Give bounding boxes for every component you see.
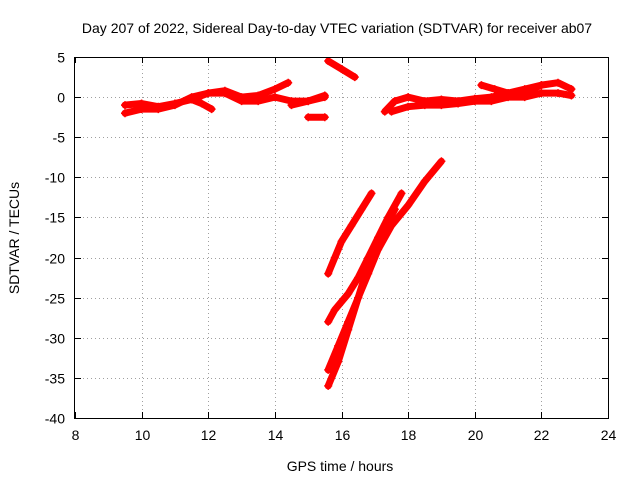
y-axis-label: SDTVAR / TECUs <box>6 182 22 294</box>
data-point-marker <box>187 95 196 104</box>
data-point-marker <box>324 381 333 390</box>
x-tick-label: 8 <box>72 427 80 443</box>
data-point-marker <box>304 113 313 122</box>
y-tick-label: -30 <box>45 331 65 347</box>
data-point-marker <box>347 221 356 230</box>
data-point-marker <box>207 105 216 114</box>
data-point-marker <box>204 89 213 98</box>
x-tick-label: 18 <box>401 427 417 443</box>
x-tick-label: 22 <box>534 427 550 443</box>
data-point-marker <box>344 289 353 298</box>
data-point-marker <box>324 269 333 278</box>
data-point-marker <box>404 93 413 102</box>
data-point-marker <box>357 205 366 214</box>
y-tick-label: -25 <box>45 291 65 307</box>
data-point-marker <box>320 91 329 100</box>
data-point-marker <box>254 91 263 100</box>
data-point-marker <box>350 73 359 82</box>
data-point-marker <box>197 99 206 108</box>
data-point-marker <box>121 101 129 110</box>
y-tick-label: -15 <box>45 210 65 226</box>
data-point-marker <box>377 229 386 238</box>
data-point-marker <box>380 107 389 116</box>
y-tick-label: -40 <box>45 411 65 427</box>
data-point-marker <box>270 85 279 94</box>
data-point-marker <box>170 99 179 108</box>
data-point-marker <box>437 101 446 110</box>
data-point-marker <box>520 89 529 98</box>
tick-layer: 8 10 12 14 16 18 20 22 24 5 0 -5 -10 -15 -20 -25 -30 -35 -… <box>45 50 617 444</box>
grid-layer <box>75 57 608 418</box>
x-tick-label: 24 <box>601 427 617 443</box>
data-point-marker <box>487 97 496 106</box>
x-tick-label: 10 <box>135 427 151 443</box>
data-point-marker <box>337 65 346 73</box>
data-point-marker <box>330 253 339 262</box>
data-point-marker <box>490 85 499 94</box>
data-point-marker <box>537 81 546 90</box>
data-point-marker <box>397 189 406 198</box>
x-tick-label: 20 <box>468 427 484 443</box>
data-point-marker <box>324 317 333 326</box>
data-point-marker <box>121 109 129 118</box>
x-tick-label: 14 <box>268 427 284 443</box>
data-point-marker <box>354 293 363 302</box>
y-tick-label: -35 <box>45 371 65 387</box>
data-point-marker <box>237 93 246 102</box>
data-point-marker <box>270 93 279 102</box>
x-axis-label: GPS time / hours <box>287 458 394 474</box>
data-point-marker <box>454 99 463 108</box>
data-point-marker <box>420 177 429 186</box>
data-point-marker <box>537 89 546 98</box>
data-point-marker <box>320 113 329 122</box>
data-point-marker <box>324 365 333 374</box>
y-tick-label: -20 <box>45 251 65 267</box>
data-point-marker <box>504 89 513 98</box>
data-point-marker <box>477 81 486 90</box>
y-tick-label: -10 <box>45 170 65 186</box>
data-point-marker <box>390 205 399 214</box>
data-point-marker <box>287 101 296 110</box>
data-point-marker <box>344 325 353 334</box>
data-point-marker <box>337 297 346 306</box>
x-tick-label: 16 <box>335 427 351 443</box>
data-point-marker <box>420 101 429 110</box>
data-point-marker <box>404 201 413 210</box>
data-point-marker <box>387 107 396 116</box>
data-point-marker <box>567 91 576 100</box>
series-trace <box>324 189 375 278</box>
y-tick-label: -5 <box>53 130 66 146</box>
x-tick-label: 12 <box>201 427 217 443</box>
data-point-marker <box>364 261 373 270</box>
data-point-marker <box>330 305 339 314</box>
data-point-marker <box>324 57 333 65</box>
data-point-marker <box>554 89 562 98</box>
chart-title: Day 207 of 2022, Sidereal Day-to-day VTE… <box>82 20 592 36</box>
plot-frame <box>74 57 609 419</box>
data-point-marker <box>220 86 229 95</box>
y-tick-label: 5 <box>57 50 65 66</box>
data-point-marker <box>154 102 163 111</box>
data-point-marker <box>337 237 346 246</box>
series-layer <box>121 57 576 390</box>
data-point-marker <box>470 97 479 106</box>
data-point-marker <box>304 97 313 106</box>
data-point-marker <box>437 157 446 166</box>
data-point-marker <box>554 78 562 87</box>
data-point-marker <box>334 357 343 366</box>
data-point-marker <box>367 189 376 198</box>
data-point-marker <box>284 78 293 87</box>
y-tick-label: 0 <box>57 90 65 106</box>
data-point-marker <box>390 97 399 106</box>
data-point-marker <box>137 99 146 108</box>
data-point-marker <box>404 102 413 111</box>
